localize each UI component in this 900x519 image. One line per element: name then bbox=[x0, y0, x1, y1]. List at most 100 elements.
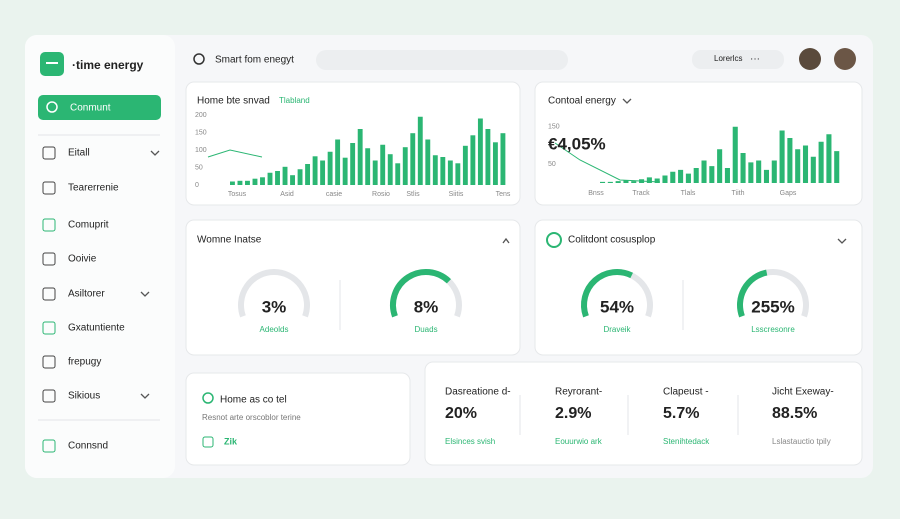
bar bbox=[748, 162, 754, 183]
stat-sub: Eouurwio ark bbox=[555, 437, 603, 446]
y-tick-label: 100 bbox=[195, 147, 207, 154]
nav-icon bbox=[42, 287, 56, 301]
bar bbox=[654, 178, 660, 183]
avatar[interactable] bbox=[799, 48, 821, 70]
nav-item[interactable]: Gxatuntiente bbox=[68, 323, 125, 334]
gauge-value: 255% bbox=[751, 297, 794, 316]
bar bbox=[763, 169, 770, 183]
stat-value: 88.5% bbox=[772, 405, 817, 422]
panel-icon bbox=[546, 232, 562, 248]
bar bbox=[740, 153, 746, 183]
bar bbox=[455, 163, 461, 185]
nav-item[interactable]: Ooivie bbox=[68, 254, 97, 265]
bar bbox=[350, 143, 356, 185]
nav-item[interactable]: frepugy bbox=[68, 357, 101, 368]
nav-active[interactable]: Conmunt bbox=[70, 103, 111, 114]
x-tick-label: Bnss bbox=[588, 190, 604, 197]
stat-sub: Stenihtedack bbox=[663, 437, 710, 446]
trend-line bbox=[207, 149, 263, 158]
bar bbox=[245, 180, 250, 185]
nav-item[interactable]: Asiltorer bbox=[68, 289, 105, 300]
panel-title: Home bte snvad bbox=[197, 96, 270, 107]
nav-item[interactable]: Sikious bbox=[68, 391, 100, 402]
bar bbox=[417, 116, 423, 185]
stat-title: Reyrorant- bbox=[555, 387, 602, 398]
bar bbox=[312, 156, 318, 185]
bar bbox=[795, 149, 801, 183]
gauge-fill bbox=[581, 269, 634, 318]
stat-value: 5.7% bbox=[663, 405, 699, 422]
nav-item[interactable]: Connsnd bbox=[68, 441, 108, 452]
y-tick-label: 50 bbox=[548, 161, 556, 168]
gauge-fill bbox=[737, 269, 768, 318]
nav-icon bbox=[42, 146, 56, 160]
bar bbox=[380, 144, 386, 185]
gauge-label: Lsscresonre bbox=[751, 325, 795, 334]
logo-mark bbox=[46, 62, 58, 64]
bar bbox=[297, 169, 303, 185]
stat-title: Clapeust - bbox=[663, 387, 709, 398]
x-tick-label: Tens bbox=[496, 191, 511, 198]
more-menu[interactable]: ··· bbox=[750, 54, 760, 65]
avatar[interactable] bbox=[834, 48, 856, 70]
bar bbox=[607, 181, 613, 183]
bar bbox=[252, 178, 258, 185]
account-pill[interactable] bbox=[692, 50, 784, 69]
search-bar[interactable] bbox=[316, 50, 568, 70]
stat-value: 2.9% bbox=[555, 405, 591, 422]
bar bbox=[440, 157, 446, 185]
active-button[interactable] bbox=[38, 95, 161, 120]
bar bbox=[779, 130, 785, 183]
stat-title: Dasreatione d- bbox=[445, 387, 511, 398]
search-icon bbox=[193, 53, 205, 65]
nav-icon bbox=[42, 321, 56, 335]
x-tick-label: Tlals bbox=[681, 190, 696, 197]
bar bbox=[623, 180, 629, 183]
bar bbox=[826, 134, 832, 183]
nav-item[interactable]: Eitall bbox=[68, 148, 90, 159]
big-value: €4,05% bbox=[548, 134, 606, 153]
y-tick-label: 0 bbox=[195, 182, 199, 189]
x-tick-label: Track bbox=[632, 190, 650, 197]
nav-item[interactable]: Comuprit bbox=[68, 220, 109, 231]
bar bbox=[724, 168, 730, 183]
bar bbox=[282, 166, 288, 185]
bar bbox=[470, 135, 476, 185]
bar bbox=[402, 147, 408, 185]
bar bbox=[662, 175, 668, 183]
search-text: Smart fom enegyt bbox=[215, 55, 294, 66]
account-name: Lorerlcs bbox=[714, 54, 742, 63]
gauge-label: Adeolds bbox=[260, 325, 289, 334]
bar bbox=[432, 155, 438, 185]
bar bbox=[275, 171, 280, 185]
bar bbox=[717, 149, 723, 183]
bar bbox=[485, 129, 491, 185]
y-tick-label: 200 bbox=[195, 112, 207, 119]
bar bbox=[818, 141, 824, 183]
nav-icon bbox=[42, 181, 56, 195]
chevrons bbox=[140, 98, 847, 399]
bar bbox=[615, 181, 621, 183]
bar bbox=[267, 172, 273, 185]
bar bbox=[230, 181, 235, 185]
stat-value: 20% bbox=[445, 405, 477, 422]
bar bbox=[732, 126, 738, 183]
bar bbox=[335, 139, 341, 185]
bar bbox=[492, 142, 498, 185]
x-tick-label: Siitis bbox=[449, 191, 464, 198]
bar bbox=[701, 160, 707, 183]
gauge-label: Duads bbox=[414, 325, 437, 334]
x-tick-label: Tiith bbox=[732, 190, 745, 197]
bar bbox=[771, 160, 777, 183]
gauge-label: Draveik bbox=[603, 325, 631, 334]
bar bbox=[685, 173, 691, 183]
gauge-value: 54% bbox=[600, 297, 634, 316]
y-tick-label: 150 bbox=[548, 124, 560, 131]
bar bbox=[600, 181, 606, 183]
logo-text: ·time energy bbox=[72, 58, 144, 72]
nav-icon bbox=[42, 355, 56, 369]
nav-item[interactable]: Tearerrenie bbox=[68, 183, 119, 194]
bar bbox=[631, 181, 637, 183]
